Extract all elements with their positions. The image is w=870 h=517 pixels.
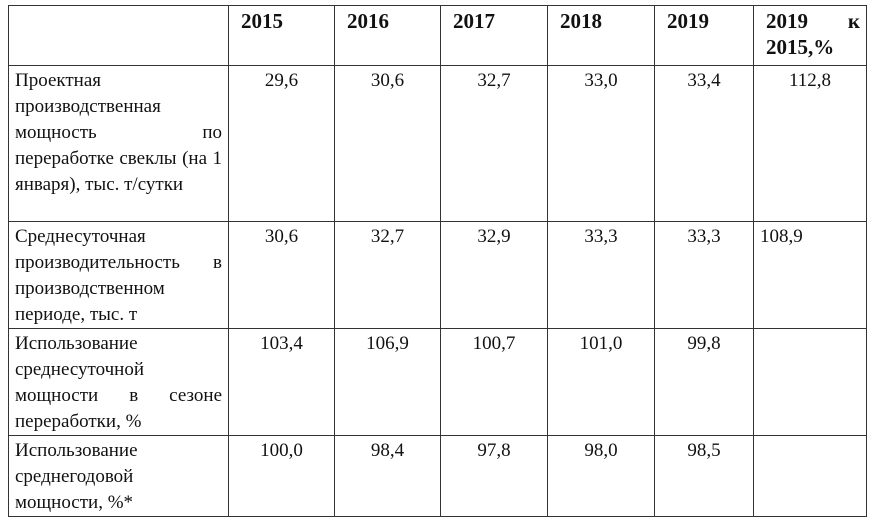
table-cell: 108,9 <box>753 221 867 329</box>
table-cell: 30,6 <box>334 65 441 222</box>
table-cell: 33,3 <box>547 221 655 329</box>
table-cell: 32,7 <box>440 65 548 222</box>
table-cell: 98,0 <box>547 435 655 517</box>
table-cell: 112,8 <box>753 65 867 222</box>
header-corner <box>8 5 229 66</box>
table-cell: 103,4 <box>228 328 335 436</box>
table-cell: 32,7 <box>334 221 441 329</box>
table-cell: 98,4 <box>334 435 441 517</box>
row-label: Использование среднесуточной мощности в … <box>8 328 229 436</box>
row-label: Среднесуточная производительность в прои… <box>8 221 229 329</box>
table-cell: 33,3 <box>654 221 754 329</box>
table-cell: 32,9 <box>440 221 548 329</box>
table-cell: 29,6 <box>228 65 335 222</box>
table-cell: 106,9 <box>334 328 441 436</box>
table-row: Использование среднесуточной мощности в … <box>8 328 867 436</box>
table-row: Проектная производственная мощность по п… <box>8 65 867 222</box>
table-cell: 97,8 <box>440 435 548 517</box>
table-cell: 99,8 <box>654 328 754 436</box>
header-year-2017: 2017 <box>440 5 548 66</box>
table-cell: 100,7 <box>440 328 548 436</box>
table-row: Среднесуточная производительность в прои… <box>8 221 867 329</box>
table-cell: 98,5 <box>654 435 754 517</box>
table-cell <box>753 328 867 436</box>
table-cell: 33,0 <box>547 65 655 222</box>
header-year-2015: 2015 <box>228 5 335 66</box>
header-year-2018: 2018 <box>547 5 655 66</box>
table-cell: 30,6 <box>228 221 335 329</box>
table-row: Использование среднегодовой мощности, %*… <box>8 435 867 517</box>
header-year-2019: 2019 <box>654 5 754 66</box>
header-row: 2015 2016 2017 2018 2019 2019 к 2015,% <box>8 5 867 66</box>
header-year-2016: 2016 <box>334 5 441 66</box>
capacity-table: 2015 2016 2017 2018 2019 2019 к 2015,% П… <box>8 5 867 517</box>
row-label: Проектная производственная мощность по п… <box>8 65 229 222</box>
table-cell: 100,0 <box>228 435 335 517</box>
header-ratio: 2019 к 2015,% <box>753 5 867 66</box>
row-label: Использование среднегодовой мощности, %* <box>8 435 229 517</box>
table-cell <box>753 435 867 517</box>
table-cell: 101,0 <box>547 328 655 436</box>
table-cell: 33,4 <box>654 65 754 222</box>
